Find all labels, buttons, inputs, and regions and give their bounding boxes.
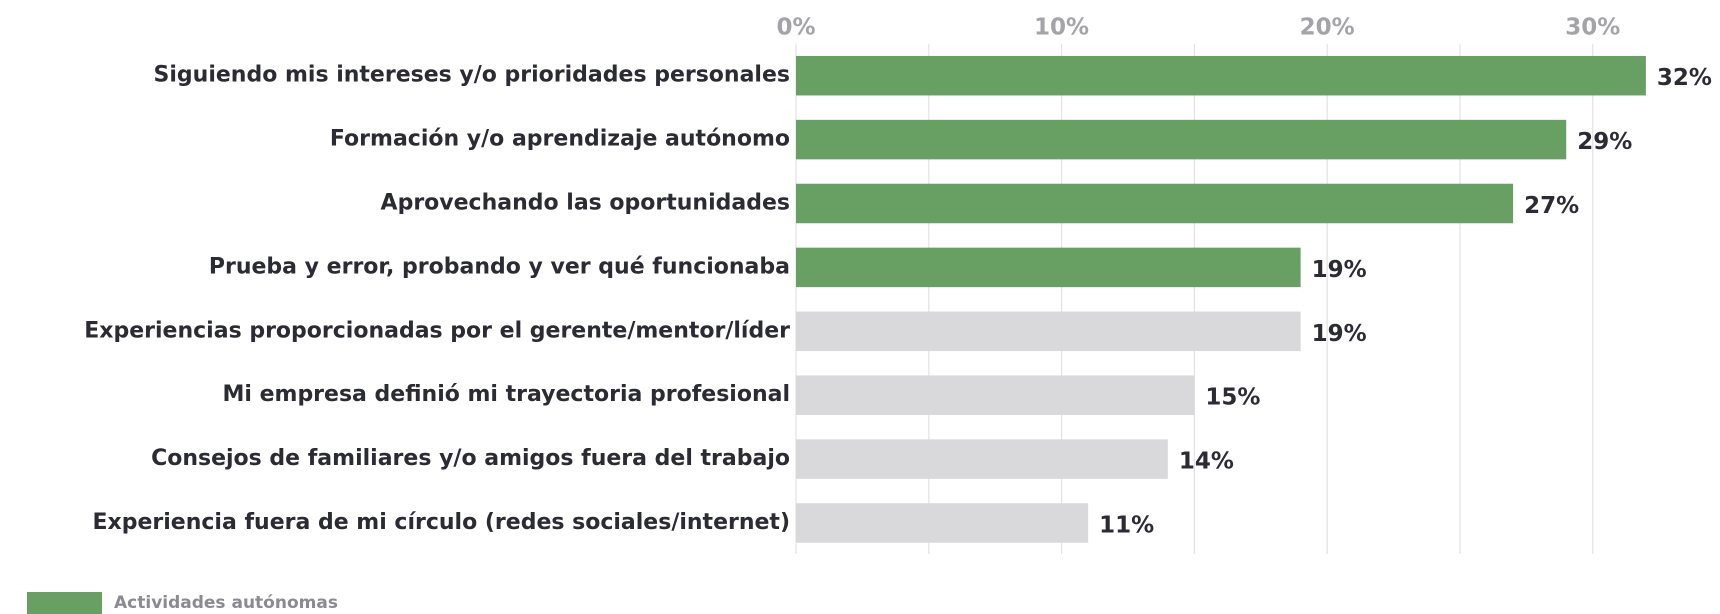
category-label: Formación y/o aprendizaje autónomo bbox=[330, 127, 790, 152]
bar bbox=[796, 311, 1301, 352]
category-label: Consejos de familiares y/o amigos fuera … bbox=[151, 446, 790, 471]
legend-label: Actividades autónomas bbox=[114, 593, 338, 613]
bar bbox=[796, 503, 1089, 543]
x-tick-label: 10% bbox=[1034, 15, 1089, 41]
bar bbox=[796, 247, 1301, 288]
data-label: 32% bbox=[1657, 65, 1712, 91]
category-label: Experiencias proporcionadas por el geren… bbox=[84, 318, 790, 343]
data-label: 29% bbox=[1577, 129, 1632, 155]
data-label: 19% bbox=[1312, 321, 1367, 347]
data-label: 19% bbox=[1312, 257, 1367, 283]
bar bbox=[796, 183, 1514, 224]
category-label: Siguiendo mis intereses y/o prioridades … bbox=[154, 63, 790, 88]
x-tick-label: 0% bbox=[776, 15, 815, 41]
x-tick-label: 20% bbox=[1300, 15, 1355, 41]
data-label: 15% bbox=[1205, 385, 1260, 411]
bar bbox=[796, 375, 1195, 415]
bar bbox=[796, 55, 1646, 96]
legend-swatch bbox=[27, 592, 102, 614]
bar bbox=[796, 439, 1168, 479]
data-label: 27% bbox=[1524, 193, 1579, 219]
category-label: Experiencia fuera de mi círculo (redes s… bbox=[93, 510, 790, 535]
category-label: Mi empresa definió mi trayectoria profes… bbox=[223, 382, 791, 407]
bar bbox=[796, 119, 1567, 160]
data-label: 11% bbox=[1099, 513, 1154, 539]
data-label: 14% bbox=[1179, 449, 1234, 475]
x-tick-label: 30% bbox=[1565, 15, 1620, 41]
category-label: Prueba y error, probando y ver qué funci… bbox=[209, 254, 790, 279]
category-label: Aprovechando las oportunidades bbox=[381, 191, 790, 216]
